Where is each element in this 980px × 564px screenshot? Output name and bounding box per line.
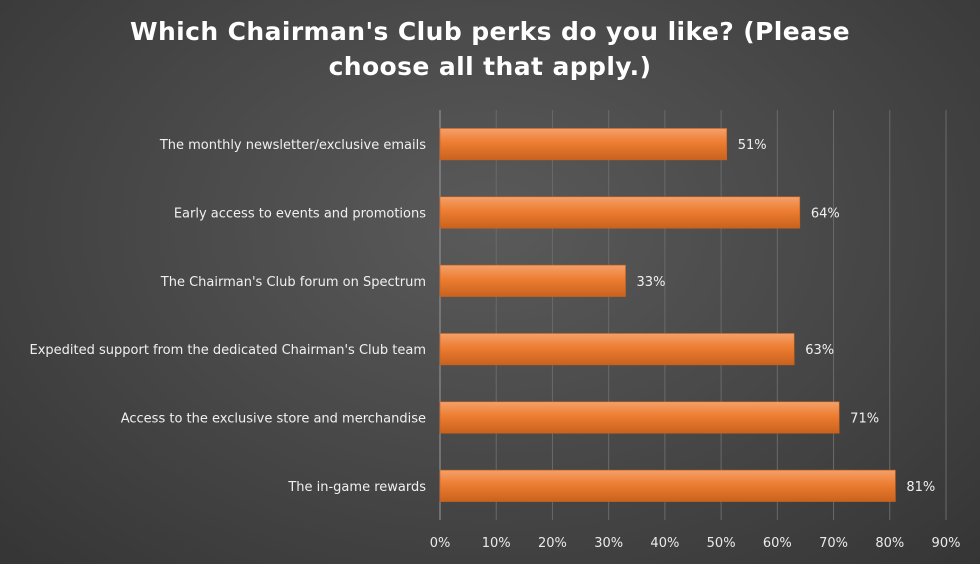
category-label: The Chairman's Club forum on Spectrum	[160, 275, 426, 290]
bars	[439, 128, 896, 502]
category-label: Expedited support from the dedicated Cha…	[30, 343, 427, 358]
data-label: 81%	[906, 480, 935, 495]
x-tick-label: 0%	[430, 536, 451, 551]
bar	[439, 401, 840, 434]
labels: 0% 10% 20% 30% 40% 50% 60% 70% 80% 90% The monthly…	[30, 138, 961, 551]
bar	[439, 128, 728, 161]
category-label: The monthly newsletter/exclusive emails	[159, 138, 426, 153]
category-label: Early access to events and promotions	[174, 207, 426, 222]
category-label: Access to the exclusive store and mercha…	[121, 412, 426, 427]
x-tick-label: 10%	[482, 536, 511, 551]
bar	[439, 264, 626, 297]
bar	[439, 333, 795, 366]
gridlines	[439, 110, 947, 520]
data-label: 63%	[805, 343, 834, 358]
chart-title: Which Chairman's Club perks do you like?…	[129, 17, 851, 81]
data-label: 33%	[637, 275, 666, 290]
data-label: 71%	[850, 412, 879, 427]
x-tick-label: 80%	[875, 536, 904, 551]
x-tick-label: 90%	[932, 536, 961, 551]
x-tick-label: 60%	[763, 536, 792, 551]
data-label: 64%	[811, 207, 840, 222]
category-label: The in-game rewards	[287, 480, 426, 495]
bar	[439, 469, 896, 502]
x-tick-label: 50%	[707, 536, 736, 551]
data-label: 51%	[738, 138, 767, 153]
x-tick-label: 40%	[650, 536, 679, 551]
bar	[439, 196, 801, 229]
x-tick-label: 30%	[594, 536, 623, 551]
x-tick-label: 70%	[819, 536, 848, 551]
x-tick-label: 20%	[538, 536, 567, 551]
